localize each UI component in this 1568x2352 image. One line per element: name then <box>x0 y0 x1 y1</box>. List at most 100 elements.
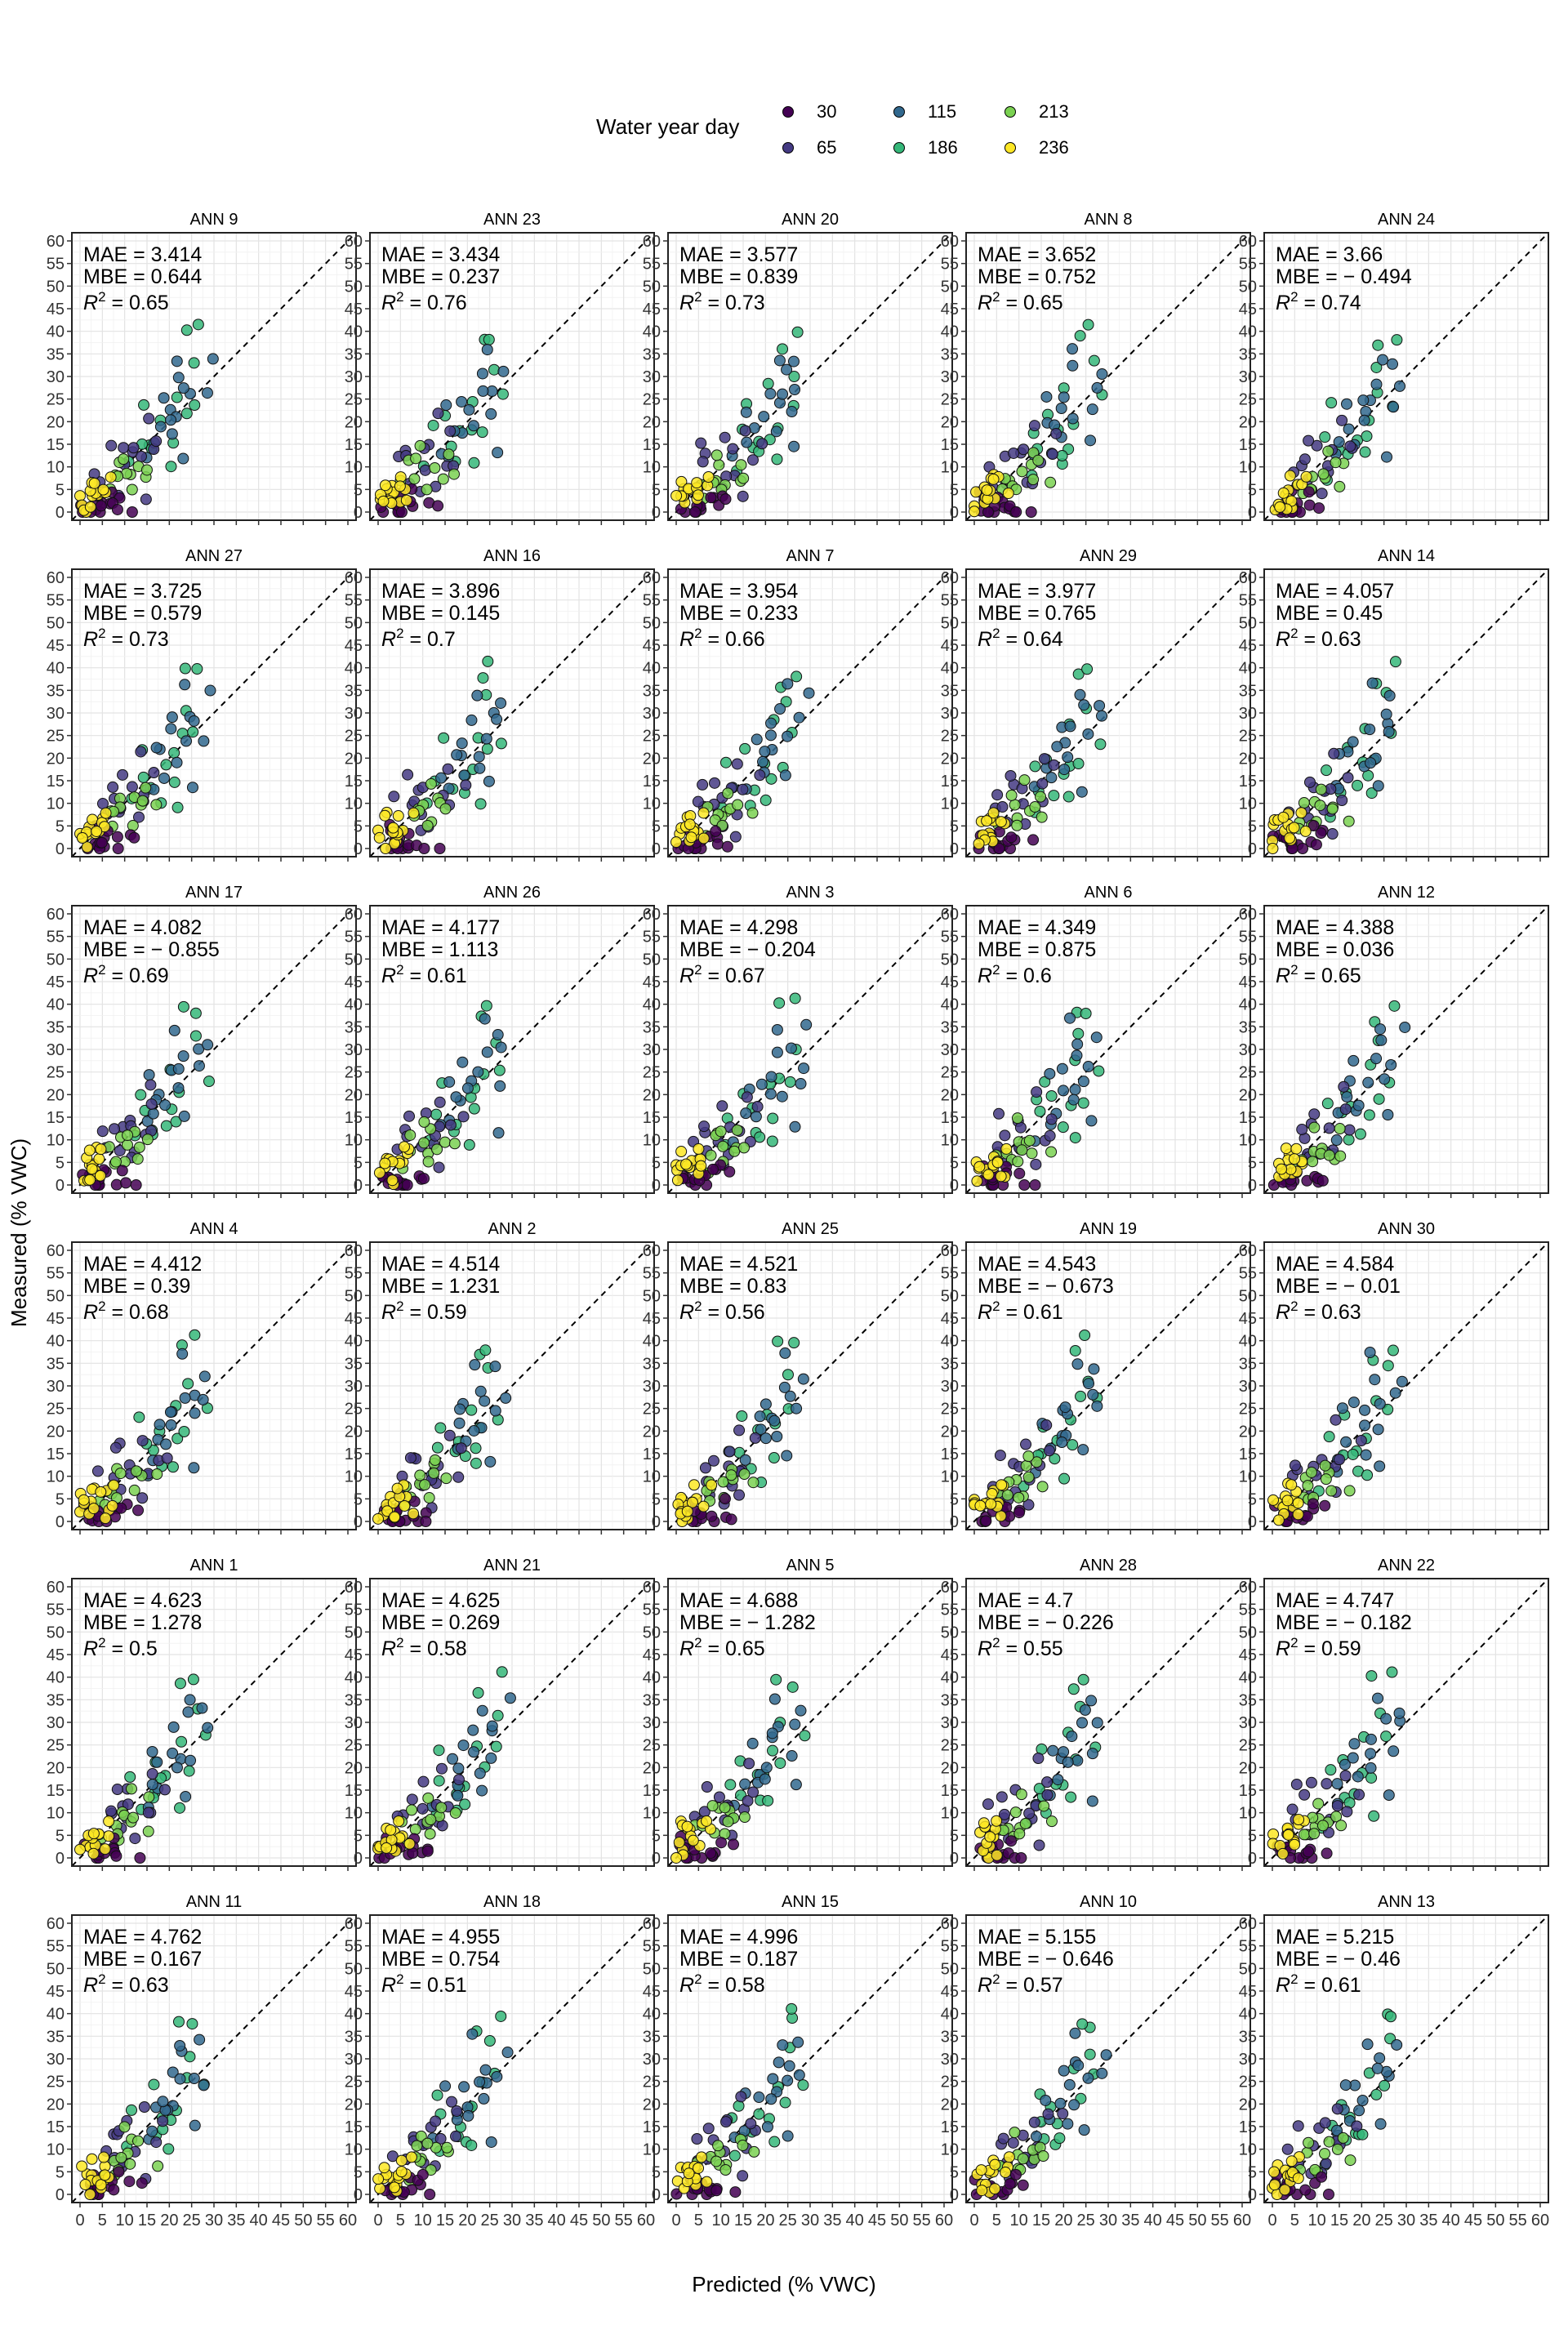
y-tick-label: 10 <box>941 459 959 477</box>
y-tick-label: 30 <box>643 1041 661 1059</box>
data-point-day-65 <box>145 1079 157 1091</box>
data-point-day-65 <box>1040 1419 1053 1432</box>
data-point-day-30 <box>110 1850 122 1862</box>
data-point-day-236 <box>681 1820 693 1833</box>
data-point-day-115 <box>179 1392 191 1404</box>
data-point-day-186 <box>480 1000 492 1012</box>
data-point-day-213 <box>410 452 422 465</box>
data-point-day-236 <box>377 495 390 507</box>
y-tick-label: 5 <box>950 1827 959 1845</box>
y-tick-label: 25 <box>1239 1737 1257 1755</box>
data-point-day-115 <box>462 2109 474 2122</box>
stat-r2: R2 = 0.56 <box>679 1298 765 1324</box>
y-tick-label: 5 <box>354 481 363 499</box>
data-point-day-186 <box>1382 1360 1394 1372</box>
y-tick-label: 10 <box>345 1805 363 1823</box>
data-point-day-30 <box>111 831 123 843</box>
data-point-day-30 <box>710 825 722 837</box>
data-point-day-65 <box>1325 783 1337 795</box>
data-point-day-236 <box>95 1143 107 1156</box>
data-point-day-186 <box>791 670 803 683</box>
data-point-day-115 <box>1365 1733 1377 1745</box>
data-point-day-236 <box>74 1843 86 1855</box>
y-tick-label: 55 <box>941 929 959 947</box>
legend-marker-186 <box>893 142 905 154</box>
y-tick-label: 15 <box>345 1109 363 1127</box>
data-point-day-213 <box>1036 811 1048 823</box>
data-point-day-65 <box>150 435 163 448</box>
y-tick-label: 15 <box>345 1446 363 1463</box>
y-tick-label: 0 <box>354 1850 363 1868</box>
data-point-day-65 <box>1311 439 1323 452</box>
data-point-day-213 <box>131 1153 144 1165</box>
data-point-day-186 <box>187 726 199 738</box>
x-tick-label: 20 <box>458 2212 476 2230</box>
data-point-day-65 <box>996 801 1009 813</box>
y-tick-label: 5 <box>1248 1827 1257 1845</box>
legend-label-65: 65 <box>817 137 837 158</box>
data-point-day-236 <box>1290 1143 1303 1155</box>
panel-title: ANN 7 <box>786 547 835 565</box>
y-tick-label: 35 <box>345 2028 363 2046</box>
data-point-day-213 <box>710 449 723 461</box>
data-point-day-115 <box>474 1385 487 1397</box>
y-tick-label: 35 <box>643 1691 661 1709</box>
data-point-day-115 <box>160 1438 172 1450</box>
data-point-day-115 <box>789 383 801 395</box>
y-tick-label: 55 <box>345 929 363 947</box>
data-point-day-65 <box>699 1462 711 1474</box>
data-point-day-65 <box>1330 1414 1342 1426</box>
data-point-day-213 <box>1326 803 1339 815</box>
data-point-day-65 <box>1321 1778 1333 1790</box>
y-tick-label: 55 <box>1239 929 1257 947</box>
data-point-day-30 <box>401 1179 413 1191</box>
data-point-day-115 <box>167 1747 179 1759</box>
data-point-day-115 <box>740 1107 752 1120</box>
stat-mae: MAE = 4.082 <box>83 916 202 939</box>
data-point-day-115 <box>189 2119 201 2132</box>
data-point-day-30 <box>706 1163 719 1175</box>
data-point-day-236 <box>685 831 697 844</box>
data-point-day-213 <box>722 1815 734 1828</box>
data-point-day-115 <box>782 2074 794 2087</box>
y-tick-label: 5 <box>354 1154 363 1172</box>
data-point-day-186 <box>496 1666 508 1678</box>
data-point-day-115 <box>1382 1109 1394 1121</box>
data-point-day-236 <box>673 1836 685 1848</box>
stat-mae: MAE = 4.762 <box>83 1926 202 1949</box>
data-point-day-186 <box>1388 1000 1401 1012</box>
data-point-day-213 <box>1023 1134 1036 1147</box>
stat-mbe: MBE = − 0.204 <box>679 938 816 961</box>
data-point-day-236 <box>1280 1143 1292 1155</box>
panel-title: ANN 17 <box>185 884 243 902</box>
y-tick-label: 35 <box>643 345 661 363</box>
panel-title: ANN 23 <box>483 211 541 229</box>
data-point-day-115 <box>489 1405 501 1417</box>
data-point-day-213 <box>1307 1156 1319 1168</box>
data-point-day-213 <box>441 2141 453 2154</box>
y-tick-label: 0 <box>354 504 363 522</box>
y-tick-label: 0 <box>1248 504 1257 522</box>
data-point-day-65 <box>432 408 444 420</box>
data-point-day-65 <box>1014 1121 1027 1134</box>
data-point-day-213 <box>1038 1800 1050 1812</box>
data-point-day-213 <box>1312 1797 1325 1810</box>
data-point-day-65 <box>105 1805 117 1817</box>
data-point-day-213 <box>141 1134 154 1146</box>
data-point-day-30 <box>111 503 123 515</box>
data-point-day-186 <box>1365 787 1378 800</box>
data-point-day-186 <box>768 2136 781 2148</box>
data-point-day-65 <box>737 2170 749 2182</box>
data-point-day-213 <box>449 1806 461 1819</box>
data-point-day-115 <box>504 1692 516 1704</box>
data-point-day-186 <box>780 696 792 708</box>
data-point-day-213 <box>114 1468 127 1480</box>
y-tick-label: 20 <box>345 413 363 431</box>
data-point-day-213 <box>126 483 138 496</box>
y-tick-label: 40 <box>47 2006 65 2024</box>
y-tick-label: 45 <box>47 973 65 991</box>
y-tick-label: 60 <box>1239 233 1257 251</box>
